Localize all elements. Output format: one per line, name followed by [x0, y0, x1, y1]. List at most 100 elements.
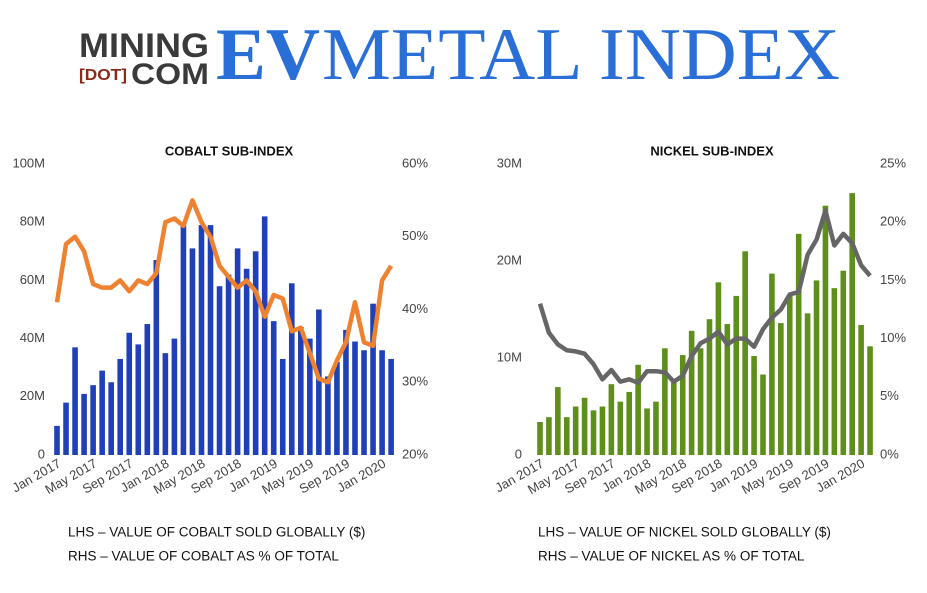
bar — [581, 397, 588, 455]
bar — [90, 385, 96, 455]
bar — [671, 382, 677, 455]
bar — [858, 325, 864, 455]
y-tick-label: 100M — [12, 155, 45, 170]
bar — [171, 338, 178, 455]
bar — [343, 329, 349, 455]
bar — [180, 225, 187, 455]
bar — [662, 348, 668, 455]
bar — [742, 251, 748, 455]
bar — [54, 425, 60, 455]
chart-title: NICKEL SUB-INDEX — [650, 143, 774, 158]
bar — [117, 358, 124, 455]
bar — [822, 205, 829, 455]
bar — [316, 309, 322, 455]
bar — [751, 356, 757, 455]
bar — [733, 295, 740, 455]
y-tick-label: 60M — [20, 272, 45, 287]
y-tick-label: 80M — [20, 214, 45, 229]
bar — [207, 225, 214, 455]
bar — [261, 216, 268, 455]
bar — [279, 358, 286, 455]
bar — [644, 408, 650, 455]
bar — [216, 286, 223, 455]
bar — [108, 382, 114, 455]
y2-tick-label: 25% — [880, 155, 906, 170]
bar — [189, 248, 196, 455]
note: RHS – VALUE OF NICKEL AS % OF TOTAL — [538, 549, 805, 564]
bar — [867, 346, 873, 455]
y2-tick-label: 50% — [402, 228, 428, 243]
bar — [198, 225, 205, 455]
bar — [63, 402, 69, 455]
bar — [537, 422, 543, 455]
note: LHS – VALUE OF NICKEL SOLD GLOBALLY ($) — [538, 525, 831, 540]
brand-line2: COM — [131, 58, 209, 91]
bar — [849, 193, 855, 455]
y-tick-label: 40M — [20, 330, 45, 345]
y2-tick-label: 30% — [402, 374, 428, 389]
bar — [144, 324, 151, 455]
bar — [635, 364, 641, 455]
bar — [307, 338, 313, 455]
bar — [361, 350, 367, 455]
note: LHS – VALUE OF COBALT SOLD GLOBALLY ($) — [68, 525, 365, 540]
bar — [234, 248, 241, 455]
bar — [831, 288, 838, 455]
title-ev: EV — [216, 14, 320, 96]
bar — [769, 273, 775, 455]
bar — [706, 319, 713, 455]
y-tick-label: 0 — [515, 446, 522, 461]
line — [54, 198, 394, 385]
y-tick-label: 0 — [38, 446, 45, 461]
bar — [379, 350, 385, 455]
bar — [99, 370, 105, 455]
bar — [778, 323, 784, 455]
y2-tick-label: 40% — [402, 301, 428, 316]
bar — [153, 260, 160, 455]
y2-tick-label: 10% — [880, 330, 906, 345]
bar — [795, 233, 802, 455]
y-tick-label: 20M — [497, 252, 522, 267]
bar — [370, 303, 376, 455]
title-rest: METAL INDEX — [322, 14, 840, 96]
bar — [546, 417, 552, 455]
bar — [334, 361, 340, 455]
bar — [572, 406, 579, 455]
line — [537, 208, 872, 386]
bar — [715, 282, 722, 455]
bar — [388, 358, 394, 455]
bar — [135, 344, 142, 455]
chart-title: COBALT SUB-INDEX — [165, 143, 294, 158]
brand-dot: [DOT] — [79, 67, 127, 84]
bar — [225, 274, 232, 455]
y2-tick-label: 60% — [402, 155, 428, 170]
bar — [697, 348, 704, 455]
bar — [563, 417, 570, 455]
bar — [679, 355, 686, 455]
bar — [590, 410, 597, 455]
bar — [352, 341, 358, 455]
y-tick-label: 10M — [497, 349, 522, 364]
bar — [325, 376, 331, 455]
bar — [813, 280, 820, 455]
bar — [840, 270, 847, 455]
bar — [760, 374, 766, 455]
y2-tick-label: 15% — [880, 272, 906, 287]
y2-tick-label: 20% — [880, 214, 906, 229]
bar — [786, 294, 793, 455]
y-tick-label: 20M — [20, 388, 45, 403]
bar — [298, 326, 304, 455]
bar — [724, 324, 731, 455]
bar — [72, 347, 78, 455]
bar — [555, 387, 561, 455]
bar — [252, 251, 259, 455]
bar — [162, 353, 169, 455]
y-tick-label: 30M — [497, 155, 522, 170]
bar — [270, 321, 277, 455]
y2-tick-label: 5% — [880, 388, 899, 403]
bar — [617, 401, 624, 455]
y2-tick-label: 0% — [880, 446, 899, 461]
bar — [608, 384, 615, 455]
bar — [243, 268, 250, 455]
